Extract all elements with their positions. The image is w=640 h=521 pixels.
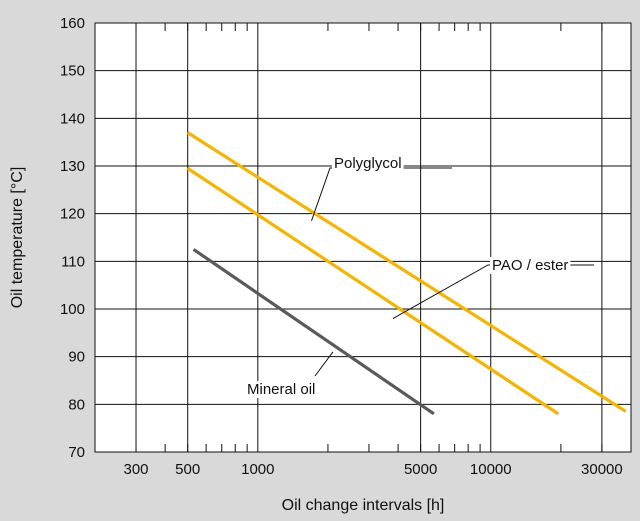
annotation-background	[245, 381, 318, 398]
y-tick-label: 120	[60, 206, 85, 223]
y-tick-label: 90	[68, 349, 85, 366]
annotation-background	[332, 155, 404, 172]
plot-area	[94, 22, 632, 453]
leader-line	[311, 167, 452, 221]
x-tick-label: 1000	[241, 461, 274, 478]
y-tick-label: 110	[61, 253, 85, 270]
x-tick-label: 10000	[470, 461, 512, 478]
x-tick-label: 30000	[581, 461, 623, 478]
x-tick-label: 500	[175, 461, 200, 478]
y-tick-label: 80	[68, 396, 85, 413]
series-line-mineral-oil	[192, 248, 435, 416]
y-tick-label: 140	[60, 110, 85, 127]
series-line-pao-ester	[186, 167, 560, 416]
leader-line	[314, 351, 334, 377]
y-axis-title: Oil temperature [°C]	[9, 167, 26, 309]
x-axis-title: Oil change intervals [h]	[282, 497, 445, 514]
annotation-label: Mineral oil	[247, 381, 315, 398]
annotation-label: Polyglycol	[334, 155, 402, 172]
x-tick-label: 5000	[404, 461, 437, 478]
series-lines	[186, 131, 627, 416]
y-tick-label: 130	[60, 158, 85, 175]
x-tick-label: 300	[124, 461, 149, 478]
y-tick-label: 160	[60, 15, 85, 32]
ticks: 70 80 90 100 110 120 130 140 150 160 300 500 1000 500…	[60, 15, 623, 478]
y-tick-label: 150	[60, 63, 85, 80]
y-tick-label: 100	[60, 301, 85, 318]
annotation-background	[490, 257, 571, 274]
annotation-label: PAO / ester	[492, 257, 568, 274]
annotations: Polyglycol PAO / ester Mineral oil	[245, 155, 594, 398]
y-tick-label: 70	[68, 444, 85, 461]
series-line-polyglycol	[186, 131, 627, 413]
